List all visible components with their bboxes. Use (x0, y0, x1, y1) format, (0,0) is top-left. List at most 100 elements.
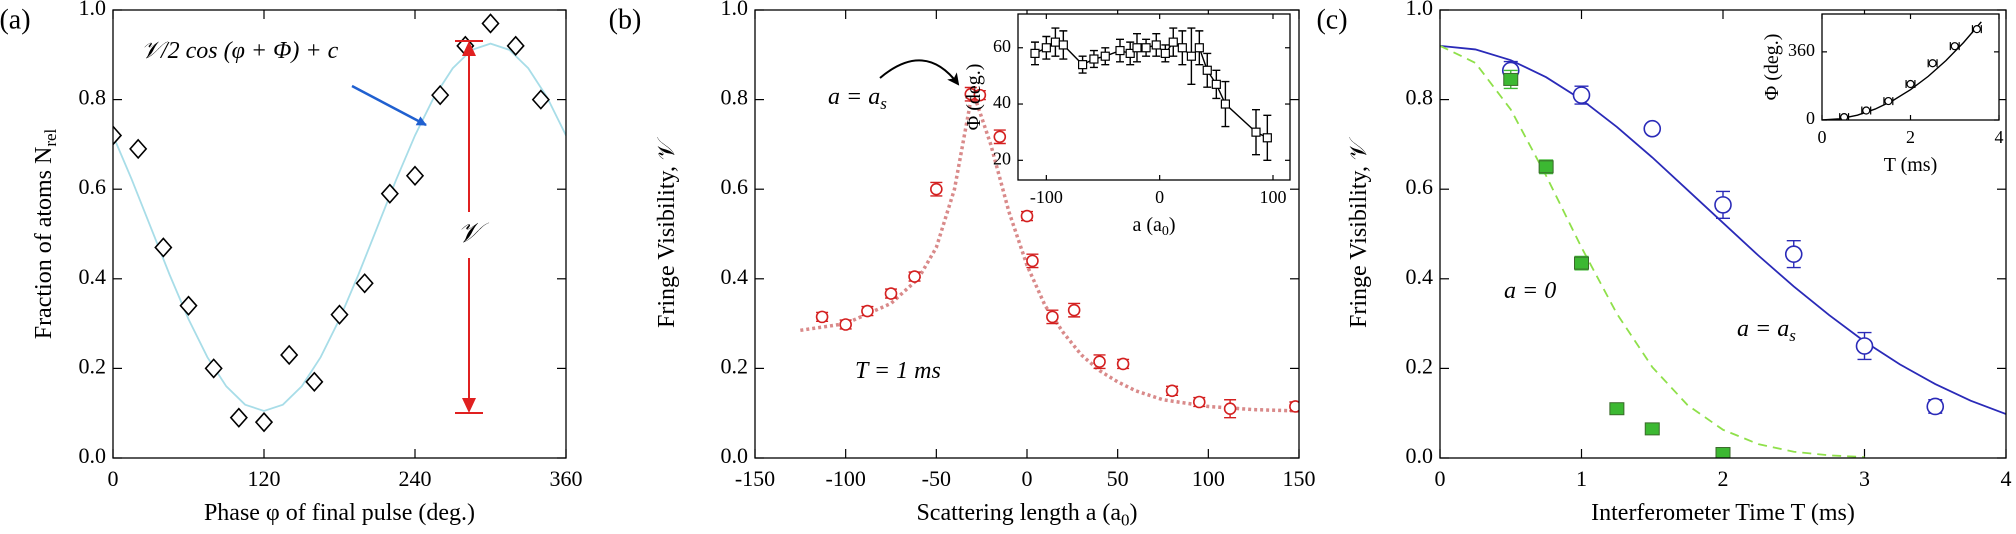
axes-frame (1017, 13, 1291, 181)
x-tick-label: 100 (1260, 187, 1287, 207)
diamond-marker (204, 358, 223, 379)
x-axis-label: Interferometer Time T (ms) (1591, 500, 1855, 526)
x-tick-label: -50 (922, 466, 951, 491)
circle-marker (1926, 397, 1945, 416)
x-tick-label: 2 (1906, 127, 1915, 147)
x-axis-label-part: a (a (1132, 213, 1162, 235)
annotation-part: s (880, 94, 887, 113)
circle-marker (815, 310, 829, 324)
x-tick-label: 0 (1022, 466, 1033, 491)
panel-label: (b) (609, 4, 642, 35)
y-axis-label-part: Fringe Visibility, 𝒱 (1346, 136, 1372, 328)
axes-frame (754, 9, 1300, 459)
x-tick-label: 3 (1859, 466, 1870, 491)
square-marker (1211, 79, 1221, 89)
square-marker (1503, 72, 1519, 86)
y-axis-label-part: Φ (deg.) (963, 64, 985, 131)
square-marker (1168, 37, 1178, 47)
x-tick-label: 4 (1995, 127, 2004, 147)
x-axis-label-part: ) (1130, 500, 1138, 526)
circle-marker (1972, 25, 1981, 34)
plot-area (113, 13, 566, 433)
axes-frame (1439, 9, 2007, 459)
x-tick-label: 120 (248, 466, 281, 491)
y-tick-label: 0.4 (721, 264, 749, 289)
y-axis-label: Fringe Visibility, 𝒱 (654, 136, 680, 328)
y-tick-label: 0.2 (1406, 353, 1434, 378)
circle-marker (1950, 42, 1959, 51)
annotation-part: a = a (828, 84, 880, 110)
circle-marker (1093, 355, 1106, 368)
y-tick-label: 0.2 (721, 353, 749, 378)
y-tick-label: 0.0 (79, 443, 107, 468)
plot-area (1440, 44, 2006, 458)
y-axis-label-part: Φ (deg.) (1761, 34, 1783, 101)
annotation-part: s (1789, 326, 1796, 345)
square-marker (1030, 48, 1040, 58)
x-axis-label: a (a0) (1132, 213, 1175, 239)
diamond-marker (113, 125, 123, 146)
y-tick-label: 20 (993, 148, 1011, 168)
y-tick-label: 1.0 (721, 0, 749, 20)
x-axis-label-part: Scattering length a (a (916, 500, 1121, 526)
diamond-marker (506, 35, 525, 57)
circle-marker (1928, 59, 1937, 68)
x-tick-label: 2 (1718, 466, 1729, 491)
circle-marker (1026, 254, 1039, 268)
y-tick-label: 60 (993, 36, 1011, 56)
square-marker (1202, 65, 1212, 75)
x-axis-label: T (ms) (1884, 153, 1938, 175)
y-tick-label: 0.6 (721, 174, 749, 199)
y-tick-label: 1.0 (79, 0, 107, 20)
y-tick-label: 0.6 (1406, 174, 1434, 199)
circle-marker (973, 88, 987, 102)
circle-marker (1862, 106, 1871, 115)
circle-marker (1289, 400, 1299, 413)
x-tick-label: 100 (1192, 466, 1225, 491)
circle-marker (1572, 86, 1591, 104)
y-tick-label: 0.8 (1406, 85, 1434, 110)
y-axis-label: Φ (deg.) (1761, 34, 1783, 101)
square-marker (1177, 43, 1187, 53)
fit-line (1440, 44, 2006, 415)
x-tick-label: 1 (1576, 466, 1587, 491)
curved-arrow (879, 59, 960, 86)
y-tick-label: 0.8 (79, 85, 107, 110)
y-axis-label-part: Fringe Visibility, 𝒱 (654, 136, 680, 328)
diamond-marker (531, 89, 550, 110)
square-marker (1220, 99, 1231, 109)
square-marker (1089, 54, 1099, 64)
circle-marker (861, 304, 874, 318)
y-tick-label: 0.4 (1406, 264, 1434, 289)
circle-marker (1884, 96, 1893, 106)
square-marker (1251, 127, 1261, 137)
y-tick-label: 0.8 (721, 85, 749, 110)
y-axis-label-part: rel (41, 128, 60, 146)
y-tick-label: 0.6 (79, 174, 107, 199)
y-tick-label: 0.4 (79, 264, 107, 289)
square-marker (1574, 256, 1589, 270)
y-tick-label: 0.0 (1406, 443, 1434, 468)
pointer-arrow (351, 84, 427, 127)
circle-marker (1714, 196, 1732, 214)
y-tick-label: 40 (993, 92, 1011, 112)
x-tick-label: 50 (1107, 466, 1129, 491)
diamond-marker (129, 138, 148, 160)
axes-frame (1821, 13, 2000, 121)
x-axis-label-part: 0 (1162, 224, 1169, 239)
annotation: 𝒱/2 cos (φ + Φ) + c (141, 38, 339, 64)
y-tick-label: 360 (1788, 40, 1815, 60)
x-axis-label-part: ) (1169, 213, 1176, 235)
y-tick-label: 0.2 (79, 353, 107, 378)
diamond-marker (305, 371, 324, 393)
circle-marker (993, 130, 1007, 144)
square-marker (1100, 51, 1110, 61)
diamond-marker (330, 304, 349, 325)
diamond-marker (179, 295, 198, 316)
plot-background (113, 10, 566, 458)
annotation: a = 0 (1504, 278, 1556, 304)
square-marker (1160, 48, 1170, 58)
y-axis-label-part: Fraction of atoms N (31, 147, 57, 340)
x-axis-label-part: Interferometer Time T (ms) (1591, 500, 1855, 526)
